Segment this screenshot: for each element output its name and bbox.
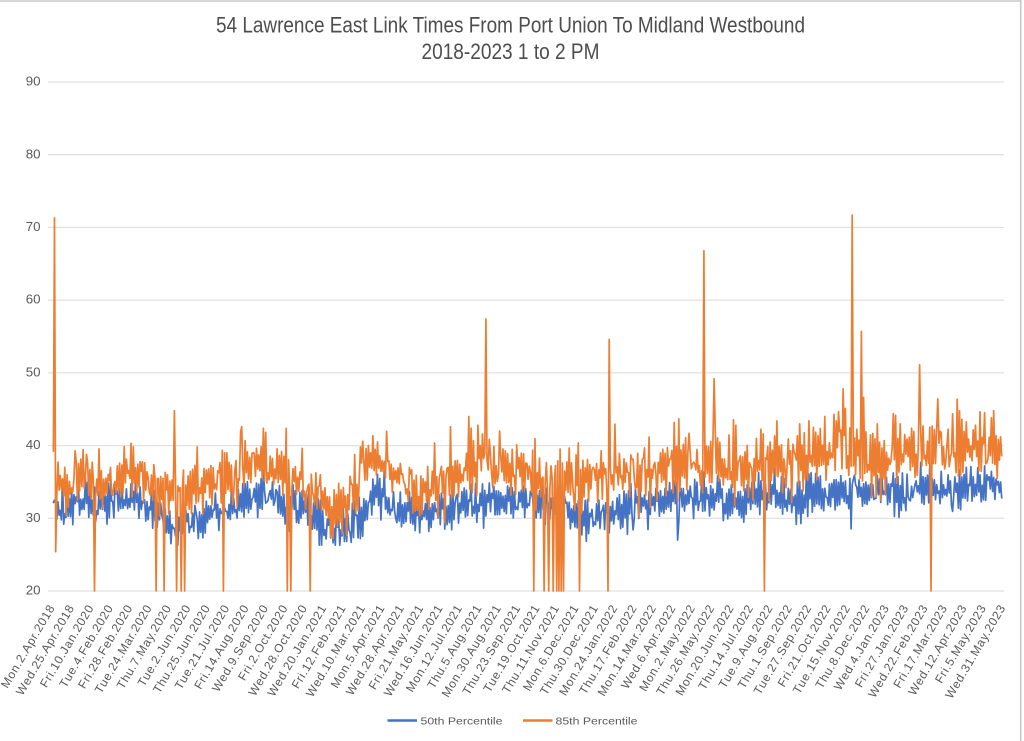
svg-text:60: 60 <box>26 292 41 307</box>
svg-text:54 Lawrence East Link Times Fr: 54 Lawrence East Link Times From Port Un… <box>216 13 805 38</box>
svg-text:50: 50 <box>26 365 41 380</box>
svg-text:30: 30 <box>26 510 41 525</box>
svg-text:70: 70 <box>26 219 41 234</box>
svg-text:50th Percentile: 50th Percentile <box>421 716 503 728</box>
svg-text:85th Percentile: 85th Percentile <box>556 716 638 728</box>
svg-text:90: 90 <box>26 74 41 89</box>
svg-text:2018-2023 1 to 2 PM: 2018-2023 1 to 2 PM <box>422 39 600 64</box>
svg-text:20: 20 <box>26 583 41 598</box>
svg-text:80: 80 <box>26 146 41 161</box>
svg-text:40: 40 <box>26 437 41 452</box>
